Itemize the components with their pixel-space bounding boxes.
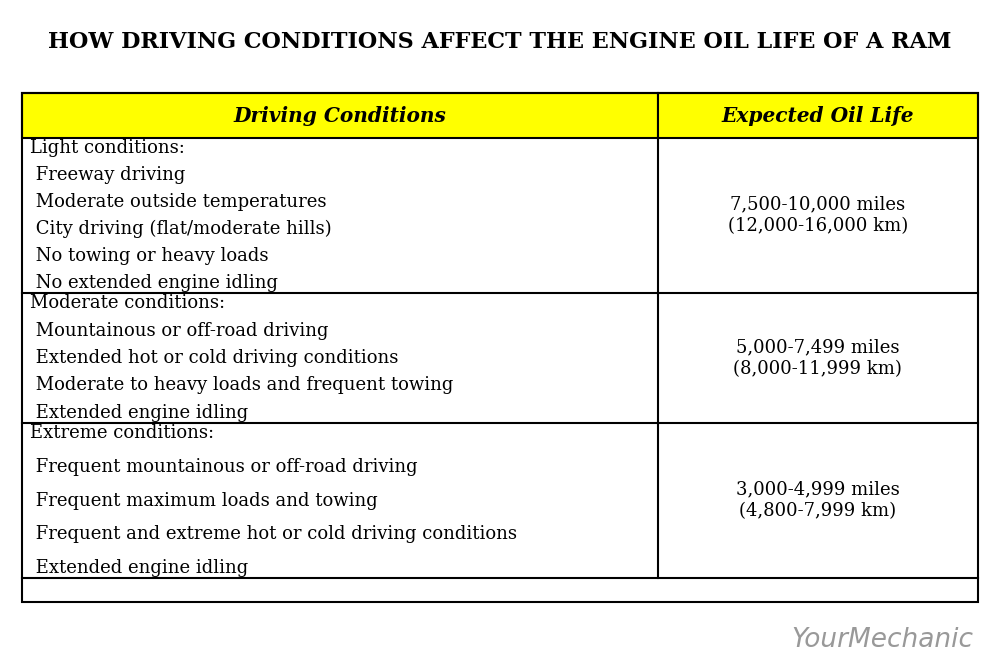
Text: Moderate to heavy loads and frequent towing: Moderate to heavy loads and frequent tow… bbox=[30, 376, 453, 394]
Text: Extended hot or cold driving conditions: Extended hot or cold driving conditions bbox=[30, 349, 398, 367]
Text: Extended engine idling: Extended engine idling bbox=[30, 404, 248, 422]
Text: Freeway driving: Freeway driving bbox=[30, 166, 185, 184]
Text: Frequent maximum loads and towing: Frequent maximum loads and towing bbox=[30, 492, 378, 510]
Text: Moderate conditions:: Moderate conditions: bbox=[30, 294, 225, 312]
Text: (12,000-16,000 km): (12,000-16,000 km) bbox=[728, 217, 908, 235]
Text: YourMechanic: YourMechanic bbox=[791, 627, 973, 653]
Text: 3,000-4,999 miles: 3,000-4,999 miles bbox=[736, 480, 900, 498]
Bar bbox=[658, 93, 978, 138]
Text: (8,000-11,999 km): (8,000-11,999 km) bbox=[733, 360, 902, 378]
Text: Extreme conditions:: Extreme conditions: bbox=[30, 424, 214, 442]
Text: No towing or heavy loads: No towing or heavy loads bbox=[30, 247, 268, 265]
Bar bbox=[22, 93, 978, 602]
Text: No extended engine idling: No extended engine idling bbox=[30, 274, 278, 292]
Bar bbox=[22, 93, 658, 138]
Text: City driving (flat/moderate hills): City driving (flat/moderate hills) bbox=[30, 220, 332, 238]
Text: 7,500-10,000 miles: 7,500-10,000 miles bbox=[730, 195, 905, 213]
Text: 5,000-7,499 miles: 5,000-7,499 miles bbox=[736, 338, 900, 356]
Text: HOW DRIVING CONDITIONS AFFECT THE ENGINE OIL LIFE OF A RAM: HOW DRIVING CONDITIONS AFFECT THE ENGINE… bbox=[48, 31, 952, 53]
Text: Expected Oil Life: Expected Oil Life bbox=[722, 105, 914, 125]
Text: Frequent and extreme hot or cold driving conditions: Frequent and extreme hot or cold driving… bbox=[30, 525, 517, 543]
Text: Moderate outside temperatures: Moderate outside temperatures bbox=[30, 193, 326, 211]
Text: (4,800-7,999 km): (4,800-7,999 km) bbox=[739, 502, 896, 520]
Text: Light conditions:: Light conditions: bbox=[30, 139, 185, 157]
Text: Driving Conditions: Driving Conditions bbox=[233, 105, 446, 125]
Text: Mountainous or off-road driving: Mountainous or off-road driving bbox=[30, 321, 328, 340]
Text: Extended engine idling: Extended engine idling bbox=[30, 559, 248, 577]
Text: Frequent mountainous or off-road driving: Frequent mountainous or off-road driving bbox=[30, 458, 418, 476]
